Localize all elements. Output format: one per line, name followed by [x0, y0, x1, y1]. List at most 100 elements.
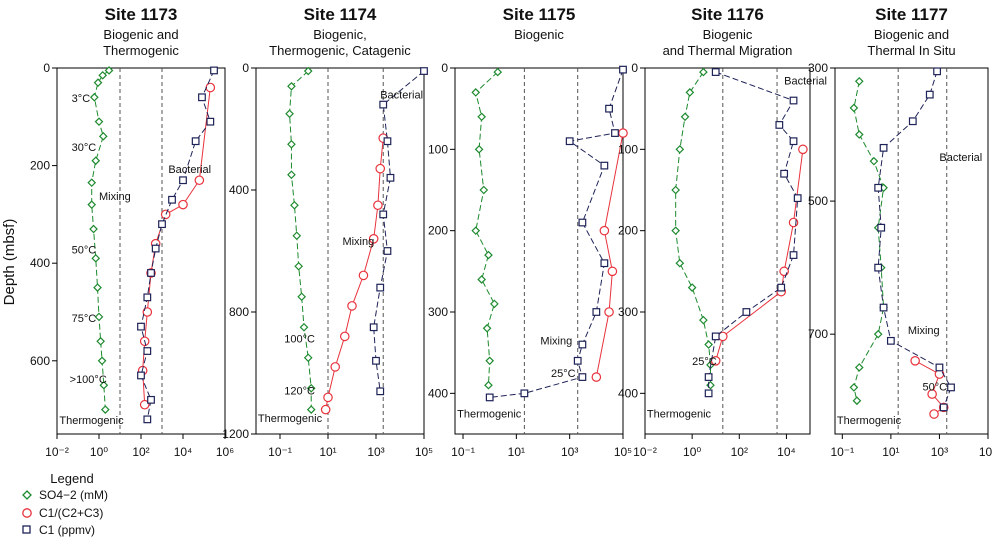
x-tick-label: 10⁻² [45, 445, 69, 459]
annotation: Mixing [908, 325, 940, 337]
y-tick-label: 600 [30, 354, 50, 368]
data-point-ratio [368, 234, 379, 244]
data-point-methane [137, 322, 145, 331]
panel-subtitle: Biogenic [703, 27, 753, 42]
data-point-methane [704, 373, 713, 381]
annotation: Mixing [540, 336, 572, 348]
series-line-methane [373, 70, 425, 392]
data-point-ratio [607, 266, 618, 277]
data-point-methane [379, 210, 388, 219]
data-point-methane [939, 403, 948, 412]
y-tick-label: 100 [618, 142, 638, 156]
y-tick-label: 400 [428, 386, 448, 400]
data-point-methane [383, 247, 392, 255]
data-point-methane [704, 389, 713, 398]
data-point-sulfate [94, 312, 104, 322]
data-point-methane [775, 121, 784, 129]
data-point-sulfate [87, 178, 97, 188]
annotation: 100°C [284, 334, 315, 346]
data-point-methane [578, 373, 587, 381]
series-line-sulfate [675, 71, 711, 386]
data-point-ratio [139, 399, 150, 410]
data-point-methane [376, 283, 385, 292]
data-point-ratio [178, 199, 188, 210]
data-point-methane [198, 93, 206, 102]
data-point-sulfate [687, 283, 697, 292]
data-point-methane [147, 269, 155, 277]
panel-subtitle: Thermogenic [103, 43, 179, 58]
data-point-sulfate [303, 66, 313, 76]
data-point-sulfate [479, 185, 489, 195]
data-point-methane [191, 137, 200, 146]
data-point-methane [711, 68, 720, 76]
series-line-methane [877, 71, 952, 408]
data-point-methane [793, 194, 802, 203]
x-tick-label: 10³ [367, 445, 384, 459]
data-point-methane [879, 143, 888, 152]
x-tick-label: 10³ [561, 445, 578, 459]
annotation: Mixing [342, 236, 374, 248]
annotation: Thermogenic [647, 409, 712, 421]
data-point-sulfate [704, 340, 713, 349]
data-point-methane [879, 303, 888, 312]
data-point-ratio [910, 355, 920, 366]
data-point-ratio [160, 209, 171, 220]
data-point-sulfate [485, 356, 495, 366]
panel-3: Site 1175 Biogenic 10⁻¹ 10¹ 10³ 10⁵ 0 100 200 300… [428, 5, 632, 459]
data-point-ratio [194, 175, 205, 186]
annotation: Thermogenic [258, 413, 323, 425]
data-point-methane [485, 393, 494, 402]
data-point-sulfate [474, 144, 484, 154]
x-tick-label: 10⁴ [777, 445, 796, 459]
y-tick-label: 400 [30, 256, 50, 270]
data-point-sulfate [91, 253, 101, 263]
series-line-ratio [142, 87, 211, 405]
panel-subtitle: and Thermal Migration [663, 43, 793, 58]
data-point-ratio [358, 270, 369, 281]
data-point-sulfate [869, 156, 879, 166]
panel-title: Site 1174 [304, 5, 377, 24]
data-point-sulfate [89, 224, 98, 234]
legend-item-ratio: C1/(C2+C3) [39, 506, 103, 520]
data-point-ratio [347, 301, 357, 311]
y-axis-label: Depth (mbsf) [1, 219, 18, 306]
data-point-sulfate [87, 200, 97, 209]
x-tick-label: 10⁻¹ [268, 445, 292, 459]
y-tick-label: 300 [428, 305, 448, 319]
data-point-ratio [205, 82, 216, 93]
data-point-sulfate [482, 323, 492, 333]
data-point-sulfate [94, 117, 104, 127]
data-point-methane [611, 129, 619, 137]
annotation: Bacterial [380, 90, 423, 102]
y-tick-label: 200 [30, 159, 50, 173]
diamond-icon [22, 490, 32, 500]
y-tick-label: 0 [242, 61, 249, 75]
annotation: >100°C [70, 374, 107, 386]
data-point-methane [605, 104, 613, 113]
data-point-methane [369, 323, 378, 332]
data-point-ratio [323, 392, 333, 403]
data-point-sulfate [299, 322, 309, 332]
data-point-sulfate [285, 109, 294, 119]
x-tick-label: 10⁻² [633, 445, 657, 459]
data-point-sulfate [96, 336, 106, 346]
annotation: Bacterial [168, 164, 211, 176]
data-point-sulfate [471, 226, 481, 236]
data-point-ratio [375, 163, 386, 174]
y-tick-label: 700 [808, 327, 828, 341]
x-tick-label: 10⁻¹ [830, 445, 854, 459]
data-point-sulfate [849, 103, 859, 113]
panel-title: Site 1176 [691, 5, 764, 24]
data-point-methane [789, 137, 798, 146]
x-tick-label: 10⁴ [174, 445, 193, 459]
data-point-sulfate [493, 67, 503, 77]
data-point-ratio [618, 128, 628, 138]
data-point-ratio [142, 307, 153, 317]
data-point-methane [520, 389, 529, 398]
data-point-sulfate [99, 380, 109, 390]
data-point-ratio [339, 331, 350, 342]
data-point-methane [376, 387, 385, 396]
data-point-methane [179, 176, 187, 185]
x-tick-label: 10⁶ [216, 445, 234, 459]
